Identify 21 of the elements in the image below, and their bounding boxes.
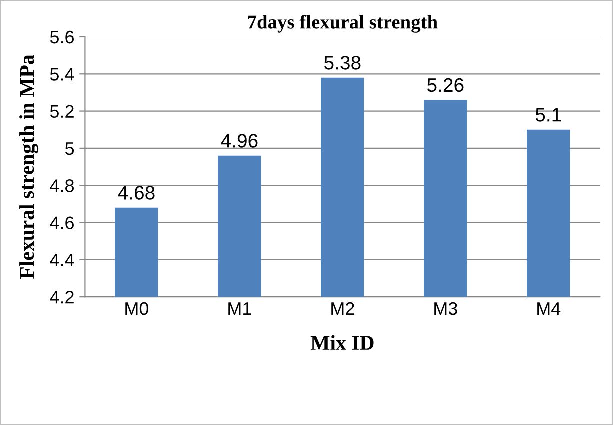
x-tick-label: M0	[126, 302, 149, 316]
data-label: 5.38	[324, 56, 361, 70]
x-tick-label: M2	[332, 302, 354, 316]
y-tick-label: 5.2	[50, 105, 74, 118]
data-label: 5.26	[428, 78, 464, 92]
x-tick-label: M3	[434, 302, 458, 316]
y-tick-label: 5	[65, 142, 74, 156]
y-tick-label: 5.6	[50, 30, 74, 44]
y-tick-label: 4.4	[50, 254, 74, 266]
data-label: 4.96	[221, 134, 258, 148]
data-label: 4.68	[118, 186, 155, 200]
y-tick-label: 4.2	[50, 291, 74, 304]
y-tick-label: 5.4	[50, 68, 74, 81]
y-tick-label: 4.8	[50, 180, 74, 192]
data-label: 5.1	[536, 108, 562, 122]
y-tick-label: 4.6	[50, 216, 74, 230]
x-tick-label: M1	[228, 302, 252, 316]
x-tick-label: M4	[538, 302, 561, 316]
x-axis-title: Mix ID	[310, 335, 374, 350]
y-axis-title: Flexural strength in MPa	[20, 54, 39, 280]
chart-title: 7days flexural strength	[248, 14, 438, 33]
